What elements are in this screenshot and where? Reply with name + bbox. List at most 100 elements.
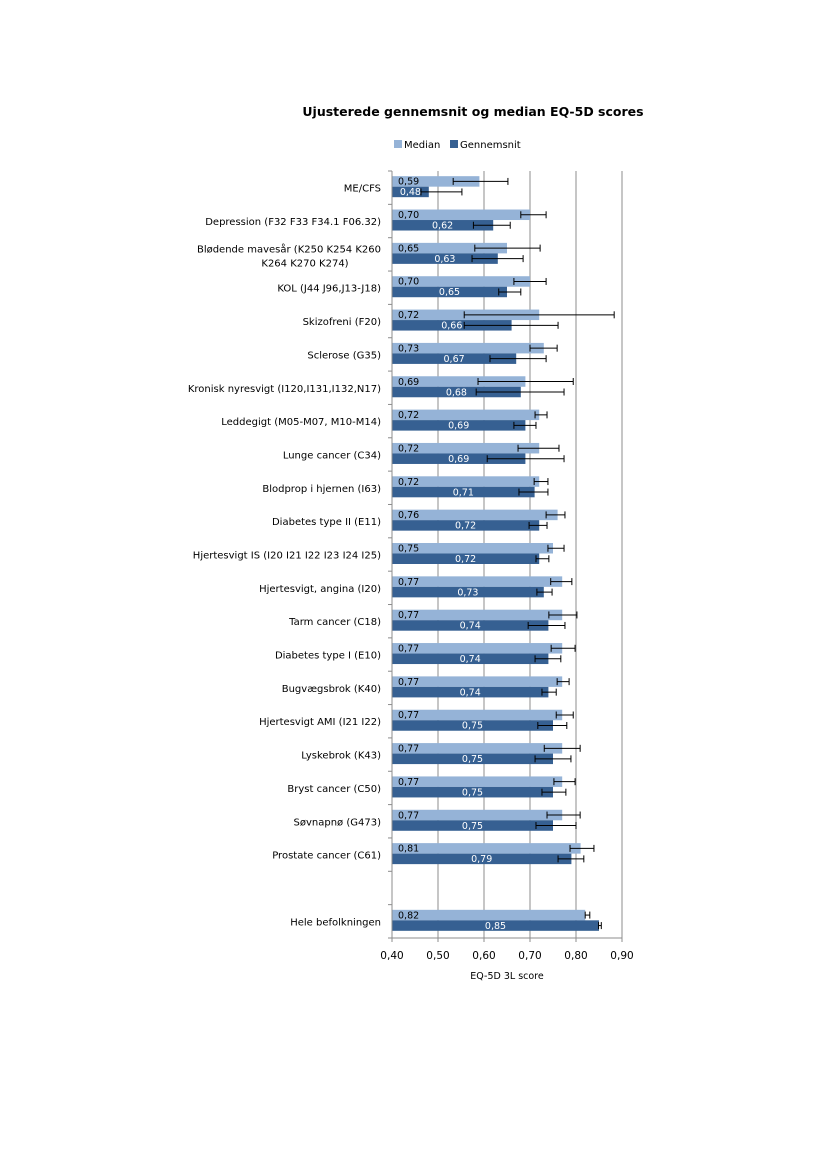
bar-gennemsnit (392, 786, 553, 798)
data-label-gennemsnit: 0,75 (462, 787, 483, 798)
x-tick-label: 0,40 (380, 950, 403, 962)
bar-gennemsnit (392, 720, 553, 731)
data-label-gennemsnit: 0,65 (439, 287, 460, 298)
data-label-gennemsnit: 0,74 (460, 687, 481, 698)
bar-gennemsnit (392, 820, 553, 831)
bar-gennemsnit (392, 620, 549, 631)
data-label-median: 0,81 (398, 844, 419, 855)
data-label-gennemsnit: 0,69 (448, 421, 469, 432)
bar-median (392, 909, 586, 921)
x-tick-label: 0,90 (610, 950, 633, 962)
data-label-median: 0,72 (398, 410, 419, 421)
data-label-gennemsnit: 0,62 (432, 221, 453, 232)
bar-gennemsnit (392, 686, 549, 698)
data-label-median: 0,77 (398, 810, 419, 821)
bar-gennemsnit (392, 653, 549, 665)
data-label-median: 0,70 (398, 277, 419, 288)
data-label-median: 0,72 (398, 477, 419, 488)
bar-gennemsnit (392, 386, 521, 398)
bar-median (392, 643, 563, 654)
data-label-gennemsnit: 0,68 (446, 387, 467, 398)
bar-gennemsnit (392, 420, 526, 431)
category-label: Tarm cancer (C18) (288, 617, 381, 628)
category-label: Sclerose (G35) (307, 350, 381, 361)
category-label: Skizofreni (F20) (303, 317, 382, 328)
data-label-median: 0,65 (398, 243, 419, 254)
data-label-median: 0,77 (398, 644, 419, 655)
bar-gennemsnit (392, 586, 544, 598)
bar-gennemsnit (392, 920, 599, 931)
category-label: Hjertesvigt IS (I20 I21 I22 I23 I24 I25) (193, 551, 381, 562)
bar-median (392, 376, 526, 387)
data-label-gennemsnit: 0,79 (471, 854, 492, 865)
data-label-median: 0,77 (398, 577, 419, 588)
data-label-median: 0,77 (398, 777, 419, 788)
bar-gennemsnit (392, 453, 526, 464)
bar-median (392, 276, 530, 287)
data-label-gennemsnit: 0,48 (400, 187, 421, 198)
legend-label-gennemsnit: Gennemsnit (460, 140, 521, 151)
bar-gennemsnit (392, 220, 494, 231)
data-label-median: 0,69 (398, 377, 419, 388)
data-label-gennemsnit: 0,71 (453, 487, 474, 498)
bar-median (392, 476, 540, 487)
data-label-gennemsnit: 0,74 (460, 654, 481, 665)
data-label-median: 0,77 (398, 710, 419, 721)
data-label-gennemsnit: 0,75 (462, 754, 483, 765)
data-label-gennemsnit: 0,69 (448, 454, 469, 465)
bars: 0,590,48 0,70 0,62 0,65 0,63 0,70 0,65 0,72 0,66… (392, 176, 599, 932)
category-label: Bryst cancer (C50) (287, 784, 381, 795)
category-label: KOL (J44 J96,J13-J18) (277, 284, 381, 295)
bar-median (392, 709, 563, 721)
category-label: Lyskebrok (K43) (301, 751, 381, 762)
data-label-median: 0,73 (398, 343, 419, 354)
data-label-median: 0,77 (398, 744, 419, 755)
data-label-gennemsnit: 0,63 (434, 254, 455, 265)
data-label-median: 0,72 (398, 310, 419, 321)
category-labels: ME/CFS Depression (F32 F33 F34.1 F06.32) B… (188, 184, 381, 929)
data-label-median: 0,76 (398, 510, 419, 521)
x-tick-label: 0,50 (426, 950, 449, 962)
bar-median (392, 809, 563, 821)
data-label-median: 0,59 (398, 177, 419, 188)
bar-median (392, 342, 544, 354)
x-tick-label: 0,80 (564, 950, 587, 962)
bar-median (392, 609, 563, 621)
category-label: Hele befolkningen (290, 917, 381, 928)
chart-title: Ujusterede gennemsnit og median EQ-5D sc… (302, 104, 643, 119)
bar-median (392, 209, 530, 221)
data-label-median: 0,82 (398, 910, 419, 921)
category-label: Blødende mavesår (K250 K254 K260 (197, 242, 381, 255)
bar-gennemsnit (392, 353, 517, 364)
bar-gennemsnit (392, 286, 507, 298)
data-label-gennemsnit: 0,75 (462, 821, 483, 832)
data-label-median: 0,77 (398, 677, 419, 688)
category-label: Bugvægsbrok (K40) (282, 684, 381, 695)
bar-median (392, 576, 563, 587)
legend-swatch-median (394, 140, 402, 148)
category-label: Søvnapnø (G473) (294, 817, 382, 828)
bar-gennemsnit (392, 520, 540, 531)
category-label: Prostate cancer (C61) (272, 851, 381, 862)
data-label-gennemsnit: 0,85 (485, 921, 506, 932)
bar-median (392, 543, 553, 554)
data-label-median: 0,75 (398, 544, 419, 555)
category-label: Diabetes type II (E11) (272, 517, 381, 528)
data-label-gennemsnit: 0,72 (455, 554, 476, 565)
data-label-median: 0,77 (398, 610, 419, 621)
bar-median (392, 509, 558, 521)
data-label-gennemsnit: 0,73 (457, 587, 478, 598)
data-label-gennemsnit: 0,74 (460, 621, 481, 632)
legend: Median Gennemsnit (394, 140, 521, 151)
bar-median (392, 676, 563, 687)
category-label: Leddegigt (M05-M07, M10-M14) (221, 417, 381, 428)
category-label: Kronisk nyresvigt (I120,I131,I132,N17) (188, 384, 381, 395)
bar-gennemsnit (392, 553, 540, 564)
bar-median (392, 843, 581, 854)
bar-median (392, 776, 563, 787)
bar-gennemsnit (392, 753, 553, 765)
legend-swatch-gennemsnit (450, 140, 458, 148)
x-tick-label: 0,70 (518, 950, 541, 962)
data-label-gennemsnit: 0,67 (444, 354, 465, 365)
bar-median (392, 409, 540, 421)
